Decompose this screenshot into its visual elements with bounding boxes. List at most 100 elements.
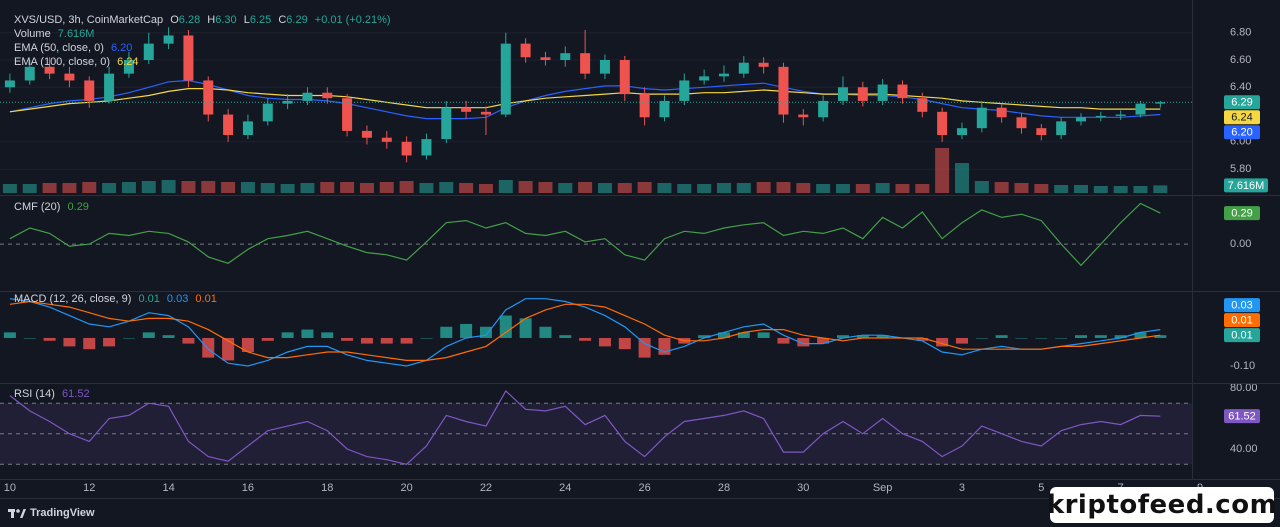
indicator-name: MACD (12, 26, close, 9) [14,293,132,305]
x-tick-label: 26 [639,482,651,494]
candle-body [441,107,452,140]
candle-body [877,84,888,101]
volume-bar [1034,184,1049,193]
candle-body [44,66,55,74]
volume-bar [816,184,831,193]
legend-row: EMA (50, close, 0) 6.20 [14,41,136,55]
histogram-bar [559,335,572,338]
candle-body [242,121,253,135]
value-badge [1224,206,1260,221]
histogram-bar [539,326,552,338]
x-tick-label: 20 [400,482,412,494]
histogram-bar [1074,335,1087,338]
histogram-bar [63,337,76,347]
histogram-bar [876,335,889,338]
candle-body [996,107,1007,118]
histogram-bar [122,337,135,339]
candle-body [123,60,134,74]
histogram-bar [698,335,711,338]
volume-bar [240,182,255,193]
indicator-value: 7.616M [57,28,95,40]
value-badge [1224,328,1260,343]
indicator-value: 6.24 [117,56,139,68]
price-change: +0.01 (+0.21%) [314,14,391,26]
histogram-bar [936,337,949,347]
indicator-name: CMF (20) [14,201,61,213]
separators [0,0,1280,499]
candle-body [1115,114,1126,116]
candle-body [421,139,432,156]
y-tick-label: 6.60 [1230,54,1251,66]
x-tick-label: 22 [480,482,492,494]
brand: TradingView [8,505,95,521]
candle-body [1155,102,1166,104]
histogram-bar [1015,337,1028,339]
volume-bar [82,182,97,193]
volume-bar [1054,185,1069,193]
histogram-bar [598,337,611,347]
candle-body [361,130,372,138]
candle-body [104,73,115,101]
volume-bar [597,183,612,193]
histogram-bar [400,337,413,344]
candle-body [401,141,412,156]
candle-body [322,92,333,99]
plot-area [0,27,1192,465]
histogram-bar [241,337,254,352]
y-tick-label: 6.40 [1230,81,1251,93]
histogram-bar [301,329,314,338]
candle-body [262,103,273,122]
indicator-name: Volume [14,28,51,40]
volume-bar [657,183,672,193]
indicator-value: 0.01 [138,293,160,305]
value-badge [1224,298,1260,313]
histogram-bar [341,337,354,341]
value-badge-label: 61.52 [1228,411,1256,423]
candle-body [223,114,234,135]
candle-body [381,137,392,142]
candle-body [1016,117,1027,129]
histogram-bar [1154,335,1167,338]
volume-bar [221,182,236,193]
candle-body [778,66,789,115]
value-badge-label: 0.03 [1231,300,1252,312]
volume-bar [617,183,632,193]
x-tick-label: 28 [718,482,730,494]
legend-row: Volume 7.616M [14,27,98,41]
candle-body [84,80,95,101]
value-badge [1224,125,1260,140]
histogram-bar [142,332,155,338]
volume-bar [359,183,374,193]
histogram-bar [420,337,433,339]
volume-bar [102,183,117,193]
indicator-value: 0.29 [67,201,89,213]
ohlc-key: L [243,14,250,26]
volume-bar [677,184,692,193]
y-tick-label: 6.80 [1230,27,1251,39]
volume-bar [716,183,731,193]
value-badge-label: 6.24 [1231,112,1252,124]
volume-bar [954,163,969,193]
histogram-bar [797,337,810,347]
volume-bar [1133,186,1148,193]
ema-line [9,79,1161,120]
y-tick-label: 40.00 [1230,443,1258,455]
candle-body [976,107,987,129]
indicator-value: 0.01 [195,293,217,305]
volume-bar [141,181,156,193]
volume-bar [300,183,315,193]
legend-row: XVS/USD, 3h, CoinMarketCap O6.28 H6.30 L… [14,13,395,27]
volume-bar [796,183,811,193]
histogram-bar [321,332,334,338]
watermark-text: kriptofeed.com [1046,490,1278,520]
histogram-bar [717,332,730,338]
candle-body [342,98,353,131]
ohlc-key: H [207,14,216,26]
volume-bar [161,180,176,193]
x-tick-label: 14 [162,482,174,494]
candle-body [798,114,809,118]
volume-bar [22,184,37,193]
candle-body [659,100,670,118]
histogram-bar [1094,335,1107,338]
